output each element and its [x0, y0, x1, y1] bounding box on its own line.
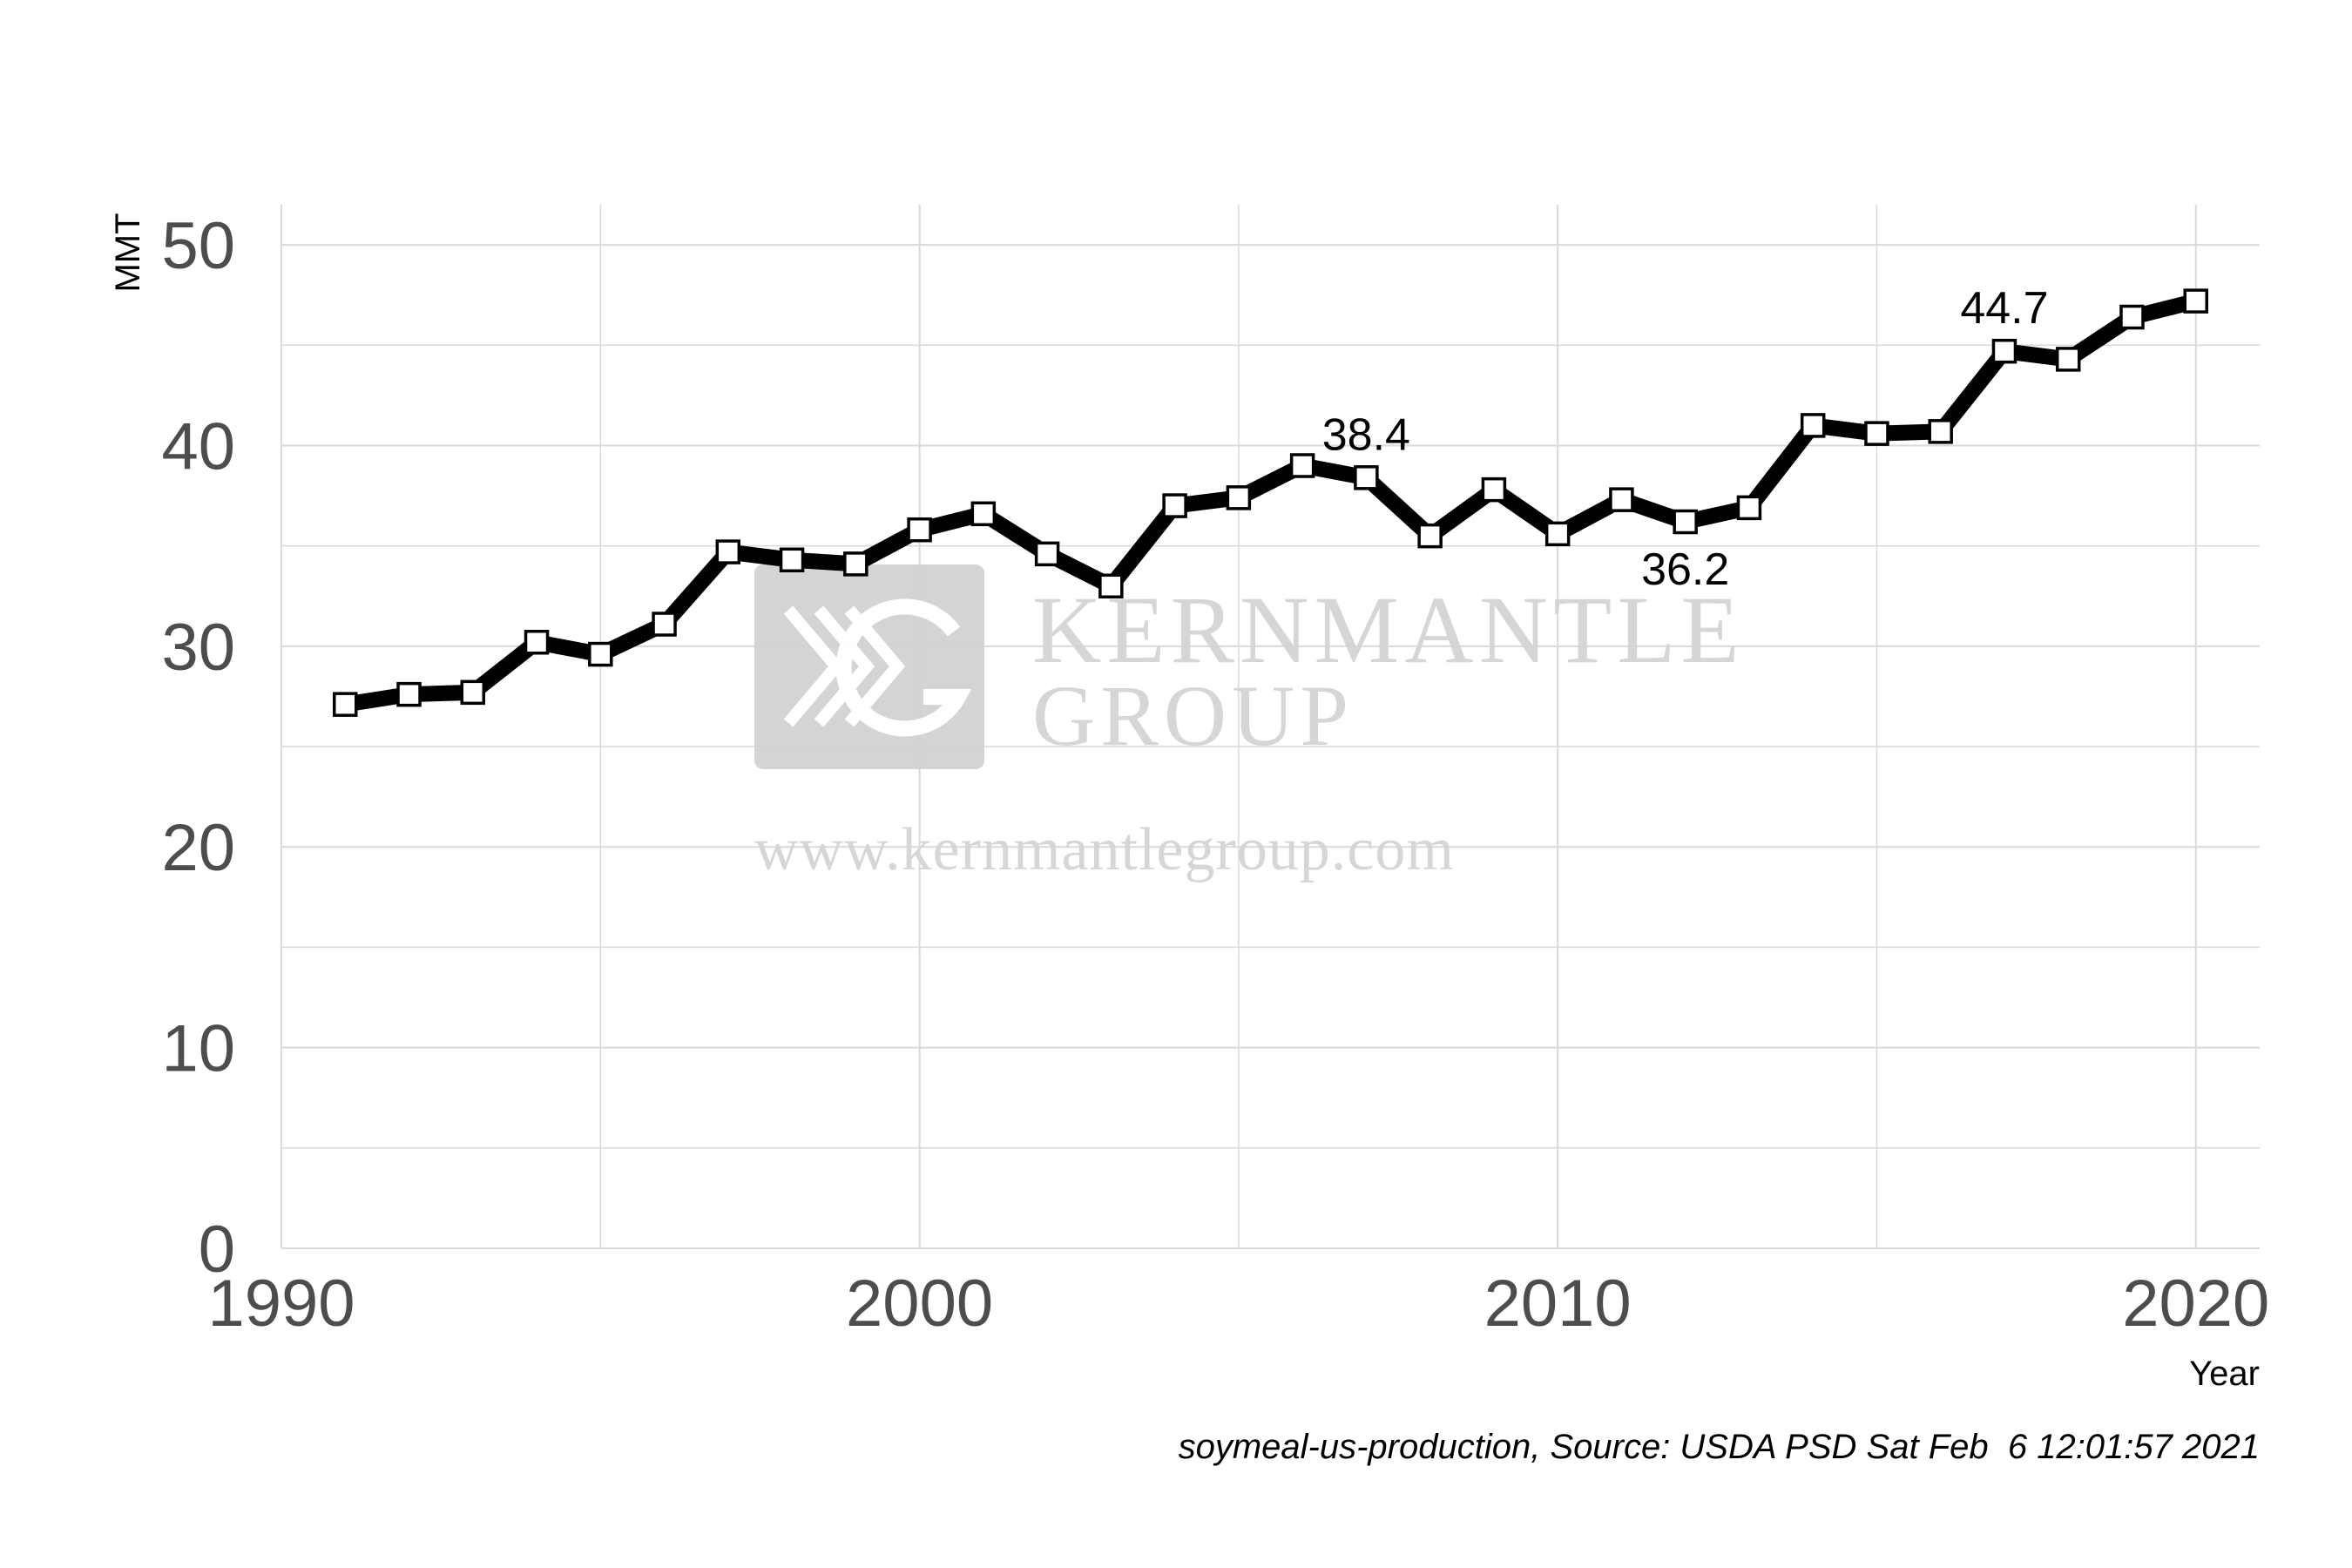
data-point	[1673, 509, 1698, 535]
data-point	[1991, 338, 2017, 364]
y-tick-label: 20	[161, 811, 235, 885]
data-point	[970, 501, 997, 527]
data-point	[2183, 288, 2208, 314]
x-tick-label: 2000	[846, 1267, 993, 1341]
data-point	[1162, 493, 1187, 518]
y-tick-label: 30	[161, 611, 235, 685]
x-axis-ticks: 1990 2000 2010 2020	[207, 1267, 2269, 1341]
series-soymeal-production	[333, 288, 2208, 717]
data-point	[715, 539, 741, 564]
data-point	[907, 517, 932, 543]
x-tick-label: 1990	[207, 1267, 355, 1341]
data-point	[843, 551, 868, 577]
data-point	[2055, 347, 2081, 372]
data-point	[1544, 521, 1571, 547]
data-point	[1800, 413, 1826, 438]
watermark-line2: GROUP	[1032, 667, 1354, 764]
y-axis-ticks: 0 10 20 30 40 50	[161, 209, 235, 1287]
watermark-logo	[754, 564, 984, 769]
data-label: 44.7	[1960, 283, 2048, 334]
data-point	[1864, 421, 1889, 446]
data-annotations: 38.4 36.2 44.7	[1322, 283, 2049, 595]
data-point	[1098, 573, 1124, 598]
data-point	[1226, 485, 1252, 510]
data-label: 38.4	[1322, 409, 1410, 460]
data-point	[1034, 541, 1060, 567]
x-tick-label: 2010	[1484, 1267, 1632, 1341]
chart-caption: soymeal-us-production, Source: USDA PSD …	[1179, 1428, 2260, 1466]
data-point	[1609, 487, 1634, 512]
watermark: KERNMANTLE GROUP www.kernmantlegroup.com	[754, 564, 1745, 883]
data-point	[1481, 476, 1507, 503]
y-axis-title: MMT	[109, 213, 147, 292]
y-tick-label: 0	[199, 1213, 235, 1287]
watermark-url: www.kernmantlegroup.com	[754, 816, 1455, 883]
grid-minor	[281, 205, 2260, 1248]
data-point	[652, 612, 677, 637]
data-point	[1289, 453, 1315, 478]
data-point	[460, 679, 486, 706]
watermark-line1: KERNMANTLE	[1032, 577, 1745, 683]
data-point	[1417, 523, 1443, 549]
y-tick-label: 40	[161, 409, 235, 483]
data-point	[524, 629, 550, 655]
data-point	[2119, 304, 2145, 330]
x-axis-title: Year	[2189, 1355, 2260, 1393]
data-point	[396, 681, 422, 707]
data-point	[333, 692, 358, 717]
data-point	[779, 547, 805, 573]
y-tick-label: 50	[161, 209, 235, 283]
data-point	[588, 641, 613, 667]
data-point	[1354, 465, 1379, 490]
y-tick-label: 10	[161, 1012, 235, 1086]
x-tick-label: 2020	[2122, 1267, 2269, 1341]
data-point	[1928, 419, 1953, 444]
data-point	[1736, 495, 1762, 521]
data-label: 36.2	[1641, 544, 1729, 595]
